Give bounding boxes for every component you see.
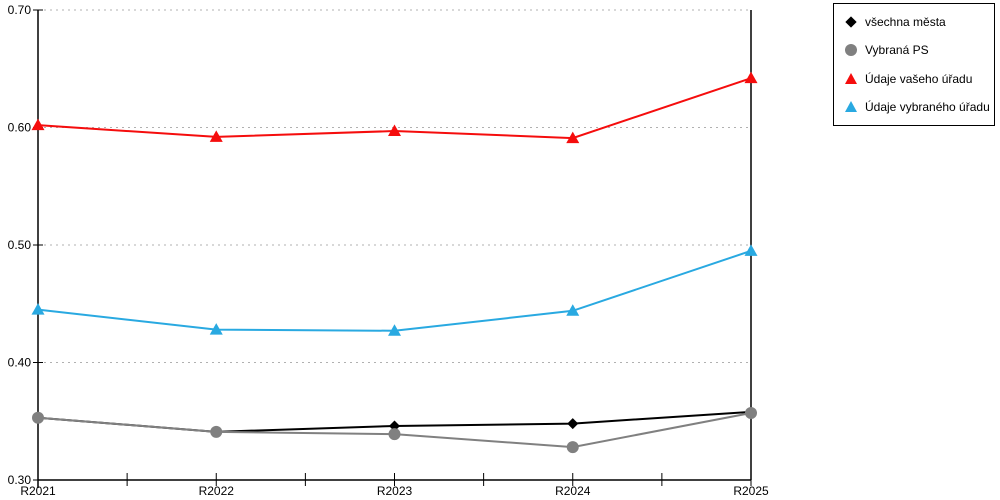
legend: všechna města Vybraná PS Údaje vašeho úř…	[833, 3, 995, 126]
y-tick-label: 0.60	[8, 121, 32, 135]
x-axis-ticks: R2021 R2022 R2023 R2024 R2025	[20, 473, 769, 498]
x-tick-label: R2022	[199, 484, 235, 498]
x-tick-label: R2025	[733, 484, 769, 498]
legend-label: Vybraná PS	[865, 43, 929, 58]
series-1	[32, 407, 757, 454]
series-2	[31, 71, 758, 144]
y-tick-label: 0.50	[8, 238, 32, 252]
x-tick-label: R2024	[555, 484, 591, 498]
axes	[37, 10, 752, 488]
y-tick-label: 0.30	[8, 473, 32, 487]
x-tick-label: R2023	[377, 484, 413, 498]
circle-marker-icon	[845, 44, 857, 57]
legend-item-udaje-vybraneho-uradu: Údaje vybraného úřadu	[844, 100, 994, 114]
diamond-marker-icon	[845, 16, 857, 28]
legend-item-vybrana-ps: Vybraná PS	[844, 43, 994, 57]
series-3	[31, 244, 758, 336]
legend-label: Údaje vybraného úřadu	[865, 99, 990, 114]
legend-item-vsechna-mesta: všechna města	[844, 15, 994, 29]
legend-label: Údaje vašeho úřadu	[865, 71, 973, 86]
triangle-marker-icon	[845, 73, 857, 85]
x-tick-label: R2021	[20, 484, 56, 498]
gridlines	[38, 9, 751, 363]
triangle-marker-icon	[845, 101, 857, 113]
y-tick-label: 0.40	[8, 356, 32, 370]
y-tick-label: 0.70	[8, 3, 32, 17]
legend-label: všechna města	[865, 15, 946, 30]
legend-item-udaje-vaseho-uradu: Údaje vašeho úřadu	[844, 72, 994, 86]
